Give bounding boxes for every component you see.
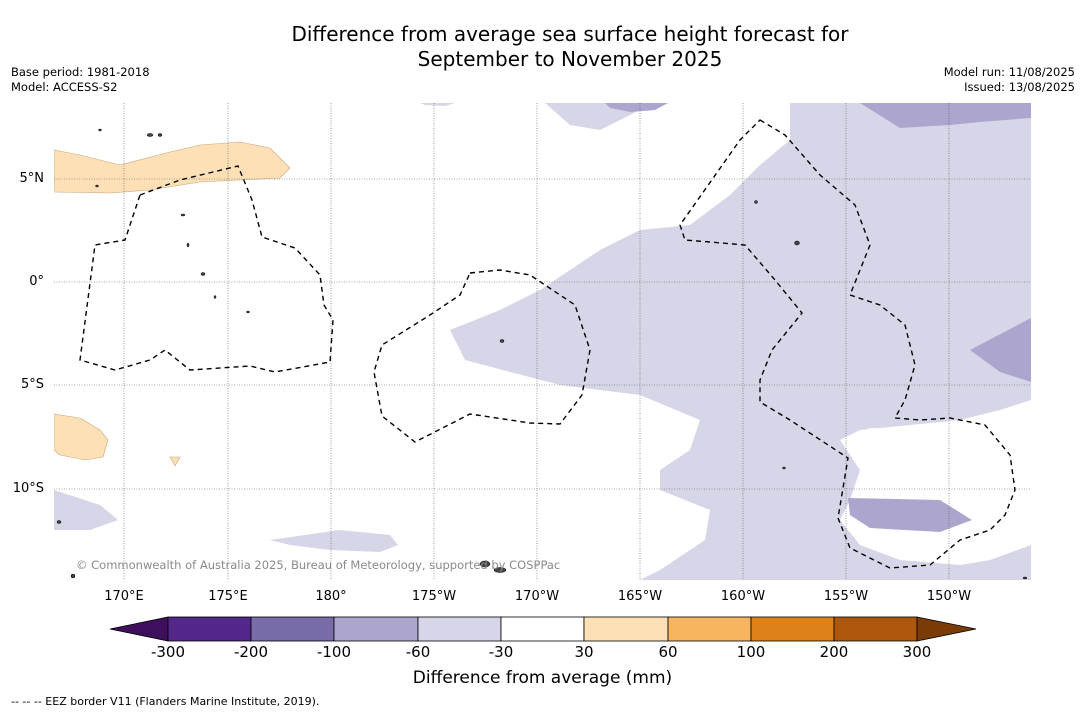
lon-label: 180° — [315, 589, 347, 604]
anomaly-region-mid-purple — [860, 103, 1031, 128]
model-name: Model: ACCESS-S2 — [11, 80, 118, 94]
lat-label: 5°N — [19, 171, 45, 186]
colorbar-title: Difference from average (mm) — [412, 668, 673, 688]
colorbar-tick-label: 200 — [819, 643, 849, 661]
lon-label: 165°W — [617, 589, 663, 604]
islands — [56, 128, 1028, 580]
colorbar-tick-label: 30 — [574, 643, 594, 661]
lon-label: 170°W — [514, 589, 560, 604]
copyright-notice: © Commonwealth of Australia 2025, Bureau… — [76, 558, 561, 572]
anomaly-region-light-orange — [54, 141, 291, 194]
colorbar-tick-label: 60 — [658, 643, 678, 661]
colorbar-tick-label: 300 — [902, 643, 932, 661]
issued-date: Issued: 13/08/2025 — [964, 80, 1075, 94]
colorbar-tick-label: -30 — [488, 643, 514, 661]
model-run: Model run: 11/08/2025 — [943, 65, 1075, 79]
colorbar-segment — [667, 616, 752, 642]
graticule — [54, 103, 1031, 580]
colorbar-segment — [750, 616, 835, 642]
eez-footnote: -- -- -- EEZ border V11 (Flanders Marine… — [11, 695, 320, 708]
lat-label: 10°S — [12, 481, 44, 496]
meta-left: Base period: 1981-2018 Model: ACCESS-S2 — [11, 65, 150, 95]
colorbar-tick-label: 100 — [736, 643, 766, 661]
colorbar-extend-low — [109, 616, 169, 642]
colorbar-extend-high — [916, 616, 977, 642]
anomaly-region-light-purple — [450, 103, 1031, 580]
lat-label: 5°S — [20, 377, 44, 392]
colorbar-tick-label: -60 — [405, 643, 431, 661]
colorbar-tick-label: -100 — [316, 643, 352, 661]
title-line-1: Difference from average sea surface heig… — [291, 22, 849, 46]
colorbar-segment — [833, 616, 918, 642]
colorbar-segment — [583, 616, 669, 642]
base-period: Base period: 1981-2018 — [11, 65, 150, 79]
colorbar-segment — [500, 616, 585, 642]
eez-borders — [79, 119, 1016, 569]
lon-label: 170°E — [104, 589, 144, 604]
lon-label: 175°W — [411, 589, 457, 604]
title-line-2: September to November 2025 — [417, 47, 723, 71]
colorbar-segment — [417, 616, 502, 642]
map-area — [54, 103, 1031, 580]
colorbar — [109, 616, 977, 642]
colorbar-segment — [250, 616, 335, 642]
lon-label: 175°E — [208, 589, 248, 604]
meta-right: Model run: 11/08/2025 Issued: 13/08/2025 — [944, 65, 1075, 95]
map-title: Difference from average sea surface heig… — [0, 22, 1085, 72]
lon-label: 160°W — [720, 589, 766, 604]
colorbar-tick-label: -300 — [150, 643, 186, 661]
colorbar-segment — [167, 616, 252, 642]
colorbar-tick-label: -200 — [233, 643, 269, 661]
lon-label: 150°W — [926, 589, 972, 604]
lat-label: 0° — [29, 274, 44, 289]
colorbar-segment — [333, 616, 419, 642]
lon-label: 155°W — [823, 589, 869, 604]
